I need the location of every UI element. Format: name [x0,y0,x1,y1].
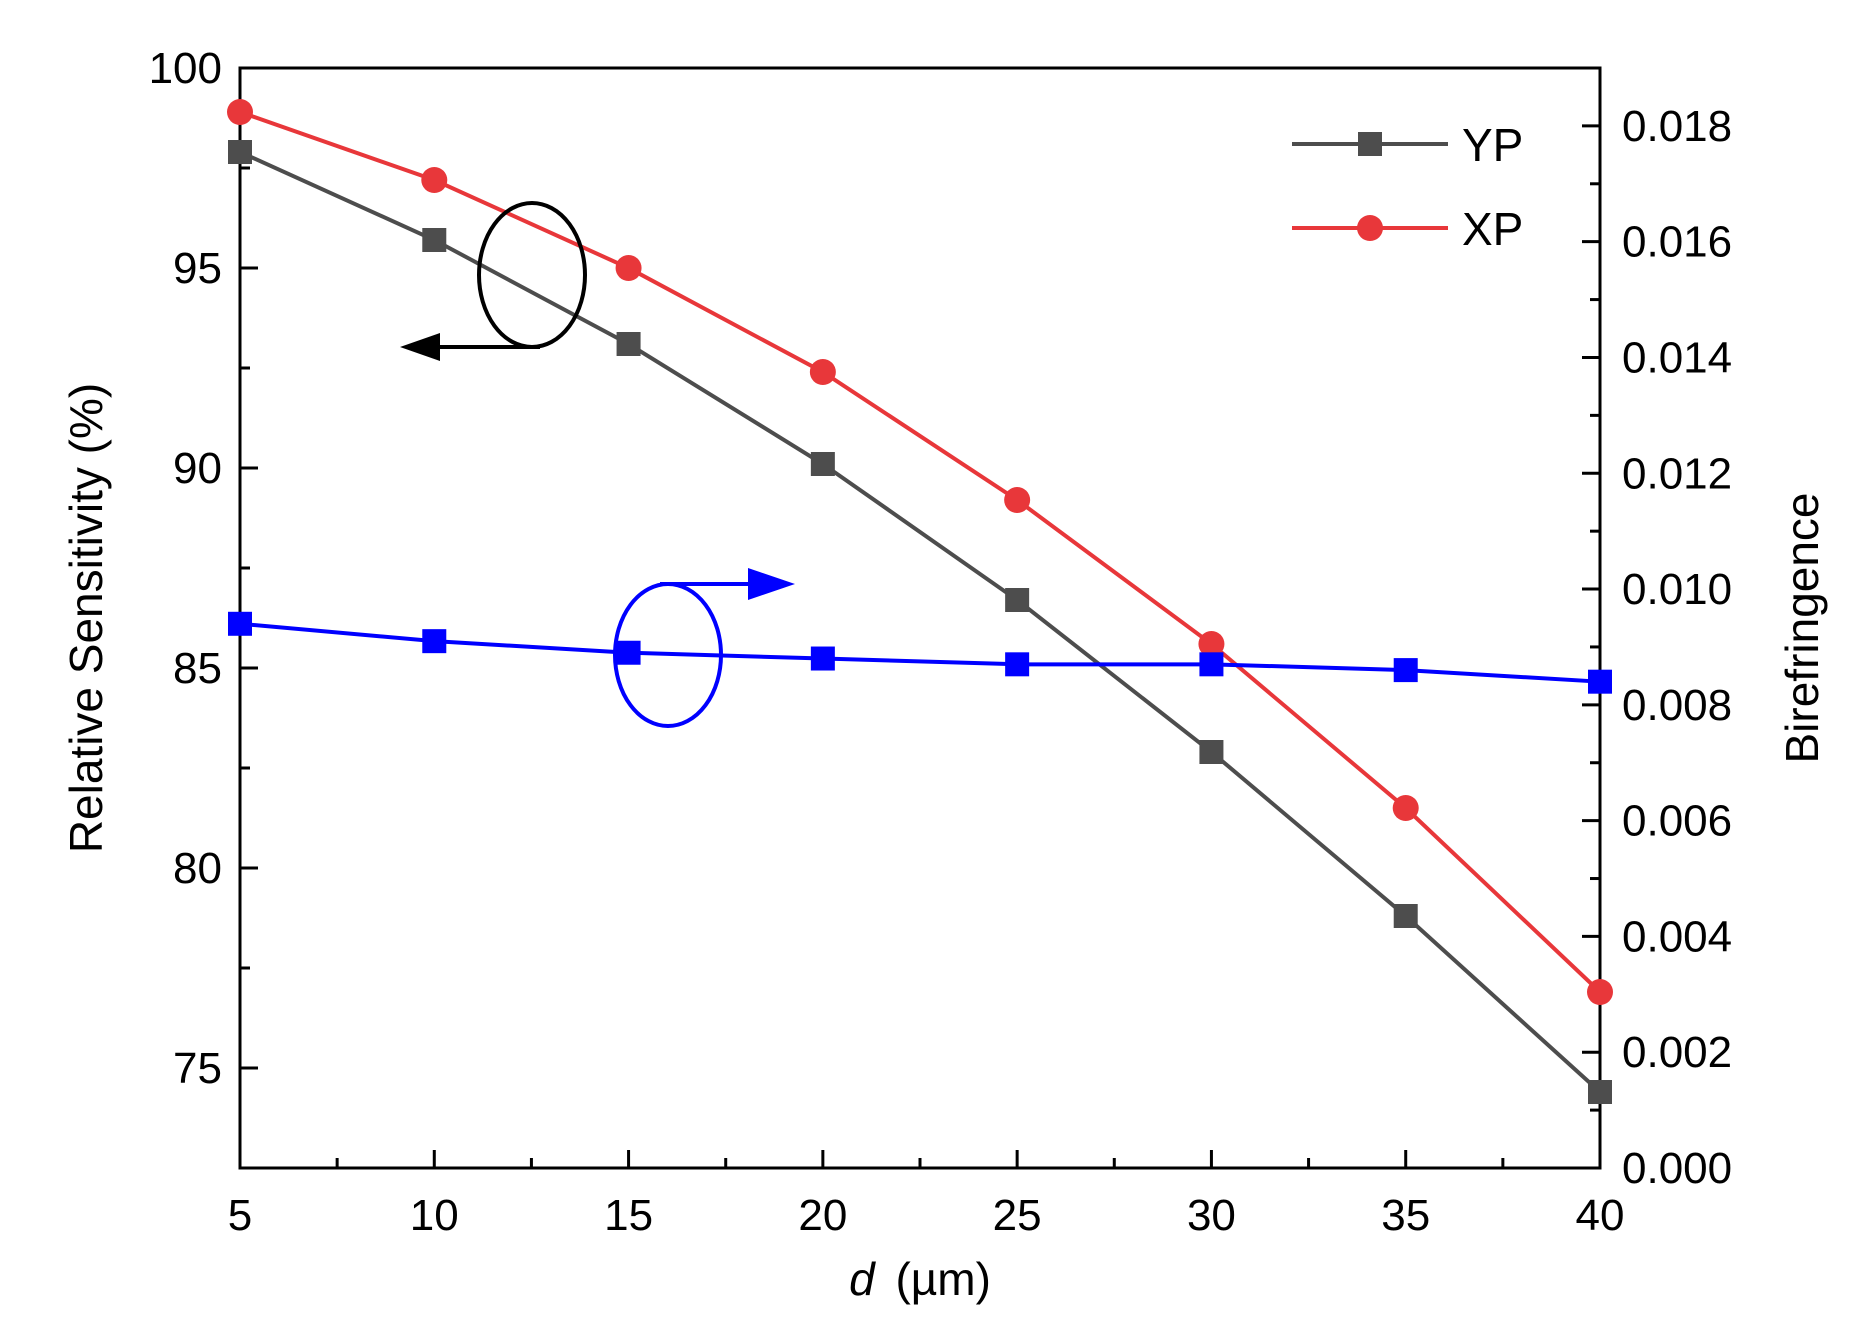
data-point-birefringence [1005,652,1030,677]
data-point-birefringence [1393,658,1418,683]
data-point-yp [1199,740,1224,764]
x-tick-label: 15 [604,1191,653,1240]
annotation-layer [400,201,795,728]
axis-ticks: 5 10 15 20 25 30 35 40 75 80 85 90 95 100 0.000 0.002 0.… [149,44,1733,1240]
data-point-birefringence [1199,652,1224,677]
right-arrow-icon [748,568,795,600]
data-point-yp [422,228,447,252]
series-line-yp [239,150,1602,1094]
legend-label-xp: XP [1462,203,1523,255]
series-line-xp [239,110,1602,994]
legend: YP XP [1292,119,1523,255]
data-point-birefringence [616,640,641,665]
y2-tick-label: 0.016 [1622,218,1732,267]
y-tick-label: 90 [173,444,222,493]
data-point-yp [1588,1080,1612,1104]
data-point-yp [616,332,641,356]
x-tick-label: 5 [228,1191,252,1240]
x-axis-title: d (µm) [849,1253,991,1305]
x-tick-label: 35 [1381,1191,1430,1240]
data-point-yp [1005,588,1030,612]
y-tick-label: 75 [173,1044,222,1093]
data-point-yp [810,452,835,476]
data-point-yp [228,140,252,164]
y2-tick-label: 0.000 [1622,1144,1732,1193]
data-point-birefringence [422,629,447,654]
y2-tick-label: 0.008 [1622,681,1732,730]
y2-tick-label: 0.010 [1622,565,1732,614]
data-point-birefringence [228,611,252,636]
data-point-yp [1393,904,1418,928]
x-tick-label: 25 [993,1191,1042,1240]
y2-tick-label: 0.002 [1622,1028,1732,1077]
x-tick-label: 40 [1576,1191,1625,1240]
y2-tick-label: 0.018 [1622,102,1732,151]
data-point-xp [1587,979,1613,1005]
legend-circle-marker [1357,215,1383,241]
series-line-birefringence [239,621,1601,684]
x-axis-title-variable: d [849,1253,876,1305]
legend-square-marker [1358,132,1382,156]
y-tick-label: 80 [173,844,222,893]
legend-item-yp: YP [1292,119,1523,171]
y2-tick-label: 0.004 [1622,912,1732,961]
legend-label-yp: YP [1462,119,1523,171]
y2-tick-label: 0.014 [1622,333,1732,382]
y-axis-title: Relative Sensitivity (%) [60,383,112,853]
series-layer [227,99,1613,1104]
y2-axis-title: Birefringence [1776,492,1828,763]
x-tick-label: 30 [1187,1191,1236,1240]
left-arrow-icon [400,333,440,361]
data-point-birefringence [810,646,835,671]
data-point-xp [227,99,253,125]
data-point-xp [421,167,448,193]
data-point-xp [1004,487,1031,513]
legend-item-xp: XP [1292,203,1523,255]
y-tick-label: 95 [173,244,222,293]
axis-titles: Relative Sensitivity (%) Birefringence d… [60,383,1828,1305]
data-point-xp [1198,631,1225,657]
data-point-xp [615,255,642,281]
data-point-xp [1392,795,1419,821]
y-tick-label: 85 [173,644,222,693]
y2-tick-label: 0.012 [1622,449,1732,498]
data-point-birefringence [1588,669,1612,694]
y-tick-label: 100 [149,44,222,93]
x-tick-label: 20 [798,1191,847,1240]
x-axis-title-unit: (µm) [895,1253,990,1305]
data-point-xp [809,359,836,385]
y2-tick-label: 0.006 [1622,797,1732,846]
x-tick-label: 10 [410,1191,459,1240]
